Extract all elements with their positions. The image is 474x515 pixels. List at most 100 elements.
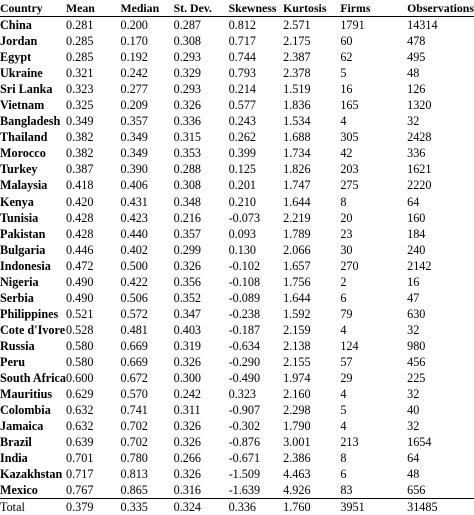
cell-st-dev: 0.319: [173, 338, 202, 353]
table-row: Thailand 0.382 0.349 0.315 0.262 1.688 305 2428: [0, 129, 474, 145]
cell-kurtosis: 2.160: [283, 387, 311, 402]
cell-skewness: 0.130: [228, 242, 256, 257]
cell-observations: 48: [407, 66, 420, 81]
cell-skewness: 0.201: [228, 178, 256, 193]
cell-st-dev: 0.356: [173, 274, 202, 289]
cell-mean: 0.281: [66, 18, 94, 33]
cell-kurtosis: 1.534: [283, 114, 311, 129]
cell-st-dev: 0.266: [173, 451, 202, 466]
cell-kurtosis: 1.760: [283, 498, 341, 515]
cell-observations: 1320: [407, 98, 432, 113]
cell-median: 0.669: [120, 355, 148, 369]
cell-mean: 0.639: [66, 435, 94, 450]
cell-observations: 495: [407, 50, 426, 65]
cell-kurtosis: 1.644: [283, 290, 311, 305]
cell-median: 0.780: [120, 451, 148, 466]
table-row: Peru 0.580 0.669 0.326 -0.290 2.155 57 456: [0, 354, 474, 370]
cell-skewness: 0.336: [228, 498, 284, 515]
header-mean: Mean: [66, 0, 121, 17]
cell-firms: 20: [340, 210, 353, 225]
cell-st-dev: 0.316: [173, 483, 202, 498]
cell-median: 0.672: [120, 371, 148, 386]
table-row: Turkey 0.387 0.390 0.288 0.125 1.826 203 1621: [0, 161, 474, 177]
cell-median: 0.506: [120, 290, 148, 305]
cell-skewness: -0.089: [228, 290, 261, 305]
cell-firms: 203: [340, 162, 359, 177]
cell-country: Kazakhstan: [0, 467, 63, 482]
table-row: Colombia 0.632 0.741 0.311 -0.907 2.298 5 40: [0, 402, 474, 418]
header-median: Median: [120, 0, 174, 17]
cell-median: 0.390: [120, 162, 148, 177]
table-row: Malaysia 0.418 0.406 0.308 0.201 1.747 275 2220: [0, 177, 474, 193]
cell-country: Serbia: [0, 290, 34, 305]
table-row: South Africa 0.600 0.672 0.300 -0.490 1.974 29…: [0, 370, 474, 386]
cell-kurtosis: 2.066: [283, 242, 311, 257]
cell-country: Cote d'Ivore: [0, 322, 66, 337]
cell-observations: 64: [407, 451, 420, 466]
cell-firms: 57: [340, 355, 353, 369]
cell-mean: 0.472: [66, 258, 94, 273]
cell-mean: 0.323: [66, 82, 94, 97]
table-row: Egypt 0.285 0.192 0.293 0.744 2.387 62 495: [0, 49, 474, 65]
cell-kurtosis: 1.657: [283, 258, 311, 273]
cell-mean: 0.717: [66, 467, 94, 482]
cell-st-dev: 0.352: [173, 290, 202, 305]
cell-skewness: 0.323: [228, 387, 256, 402]
cell-median: 0.702: [120, 435, 148, 450]
cell-mean: 0.382: [66, 146, 94, 161]
cell-kurtosis: 1.836: [283, 98, 311, 113]
cell-mean: 0.629: [66, 387, 94, 402]
cell-median: 0.481: [120, 322, 148, 337]
table-row: Brazil 0.639 0.702 0.326 -0.876 3.001 213 1654: [0, 434, 474, 450]
cell-firms: 6: [340, 467, 347, 482]
cell-median: 0.422: [120, 274, 148, 289]
table-row: Philippines 0.521 0.572 0.347 -0.238 1.592 79 6…: [0, 306, 474, 322]
cell-kurtosis: 1.734: [283, 146, 311, 161]
cell-country: Ukraine: [0, 66, 43, 81]
cell-skewness: -1.509: [228, 467, 261, 482]
header-country: Country: [0, 0, 67, 17]
cell-firms: 4: [340, 387, 347, 402]
cell-median: 0.669: [120, 338, 148, 353]
cell-kurtosis: 4.463: [283, 467, 311, 482]
cell-country: Brazil: [0, 435, 32, 450]
cell-kurtosis: 1.790: [283, 419, 311, 434]
cell-observations: 2220: [407, 178, 432, 193]
cell-kurtosis: 1.644: [283, 194, 311, 209]
cell-st-dev: 0.299: [173, 242, 202, 257]
table-row: Jamaica 0.632 0.702 0.326 -0.302 1.790 4 32: [0, 418, 474, 434]
cell-median: 0.277: [120, 82, 148, 97]
cell-firms: 1791: [340, 18, 365, 33]
cell-skewness: 0.793: [228, 66, 256, 81]
cell-mean: 0.528: [66, 322, 94, 337]
cell-country: Sri Lanka: [0, 82, 53, 97]
cell-kurtosis: 1.747: [283, 178, 311, 193]
table-row: Nigeria 0.490 0.422 0.356 -0.108 1.756 2 16: [0, 274, 474, 290]
cell-skewness: -0.634: [228, 338, 261, 353]
table-row: Pakistan 0.428 0.440 0.357 0.093 1.789 23 184: [0, 226, 474, 242]
cell-country: Indonesia: [0, 258, 51, 273]
cell-skewness: -0.876: [228, 435, 261, 450]
cell-mean: 0.490: [66, 290, 94, 305]
cell-mean: 0.521: [66, 306, 94, 321]
cell-skewness: -0.290: [228, 355, 261, 369]
cell-firms: 6: [340, 290, 347, 305]
cell-skewness: 0.717: [228, 34, 256, 49]
cell-country: China: [0, 18, 32, 33]
cell-firms: 79: [340, 306, 353, 321]
cell-skewness: -1.639: [228, 483, 261, 498]
cell-observations: 64: [407, 194, 420, 209]
cell-st-dev: 0.326: [173, 258, 202, 273]
cell-median: 0.570: [120, 387, 148, 402]
cell-observations: 225: [407, 371, 426, 386]
cell-observations: 1621: [407, 162, 432, 177]
cell-mean: 0.379: [66, 498, 121, 515]
cell-skewness: 0.399: [228, 146, 256, 161]
cell-median: 0.500: [120, 258, 148, 273]
header-kurtosis: Kurtosis: [283, 0, 341, 17]
cell-observations: 1654: [407, 435, 432, 450]
cell-st-dev: 0.348: [173, 194, 202, 209]
cell-st-dev: 0.287: [173, 18, 202, 33]
cell-mean: 0.418: [66, 178, 94, 193]
